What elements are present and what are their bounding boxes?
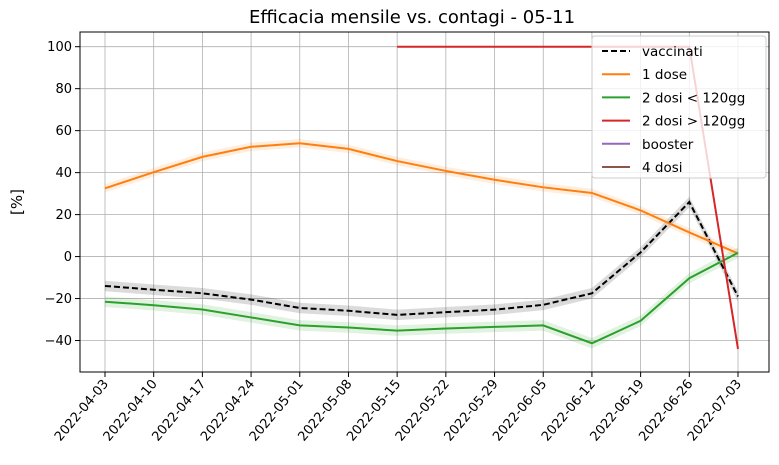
legend-label: 4 dosi [642,160,683,176]
series-confidence-band [105,139,738,258]
legend: vaccinati 1 dose 2 dosi < 120gg 2 dosi > 12… [591,35,767,179]
y-tick-label: 40 [55,166,72,181]
legend-label: booster [642,137,694,153]
series-line [104,142,739,255]
legend-label: vaccinati [642,44,703,60]
y-tick-label: 100 [47,40,72,55]
series-confidence-band [105,247,738,349]
band-layer [105,139,738,349]
series-line [104,251,739,345]
legend-label: 1 dose [642,67,687,83]
chart-title: Efficacia mensile vs. contagi - 05-11 [249,7,575,28]
y-tick-label: −20 [45,292,72,307]
y-tick-label: 0 [64,250,72,265]
y-axis-label: [%] [8,189,26,215]
y-tick-label: −40 [45,334,72,349]
legend-label: 2 dosi > 120gg [642,114,745,130]
legend-label: 2 dosi < 120gg [642,90,745,106]
y-tick-label: 60 [55,124,72,139]
plot-frame [79,31,770,373]
legend-box [591,35,767,179]
y-tick-label: 20 [55,208,72,223]
y-tick-label: 80 [55,82,72,97]
series-line [104,200,739,316]
